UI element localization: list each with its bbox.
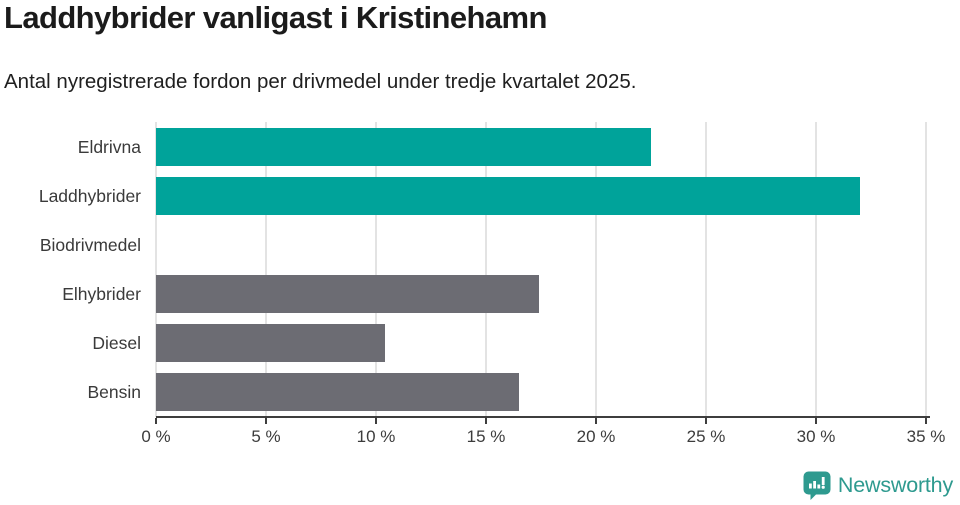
bar-row (156, 270, 926, 319)
bar (156, 275, 539, 313)
category-label: Biodrivmedel (39, 235, 141, 255)
plot-area (155, 122, 927, 417)
axis-tick-label: 15 % (466, 427, 506, 446)
gridline (815, 122, 817, 417)
axis-tick-label: 10 % (356, 427, 396, 446)
gridline (925, 122, 927, 417)
axis-tick (265, 418, 267, 424)
bar-row (156, 123, 926, 172)
newsworthy-icon (803, 471, 831, 500)
axis-tick-label: 25 % (686, 427, 726, 446)
axis-tick (485, 418, 487, 424)
axis-tick-label: 5 % (251, 427, 281, 446)
axis-tick (925, 418, 927, 424)
bar-row (156, 221, 926, 270)
bar-row (156, 172, 926, 221)
axis-tick (155, 418, 157, 424)
newsworthy-wordmark: Newsworthy (837, 473, 953, 497)
newsworthy-logo[interactable]: Newsworthy (803, 471, 953, 500)
chart-title: Laddhybrider vanligast i Kristinehamn (4, 0, 547, 35)
chart-subtitle: Antal nyregistrerade fordon per drivmede… (4, 70, 637, 93)
axis-tick-label: 30 % (796, 427, 836, 446)
x-axis: 0 % 5 % 10 % 15 % 20 % 25 % 30 % 35 % (141, 416, 945, 458)
axis-tick-label: 0 % (141, 427, 171, 446)
axis-tick-label: 35 % (906, 427, 946, 446)
axis-tick (375, 418, 377, 424)
axis-tick-label: 20 % (576, 427, 616, 446)
gridline (375, 122, 377, 417)
category-axis: Eldrivna Laddhybrider Biodrivmedel Elhybrid… (0, 123, 141, 417)
bar (156, 373, 519, 411)
gridline (705, 122, 707, 417)
category-label: Laddhybrider (38, 186, 141, 206)
gridline (265, 122, 267, 417)
x-axis-line (156, 416, 930, 418)
axis-tick (595, 418, 597, 424)
category-label: Eldrivna (77, 137, 141, 157)
category-label: Elhybrider (62, 284, 141, 304)
axis-tick (815, 418, 817, 424)
category-label: Bensin (87, 382, 141, 402)
bar (156, 324, 385, 362)
gridline (155, 122, 157, 417)
bar (156, 128, 651, 166)
bar-row (156, 368, 926, 417)
bar (156, 177, 860, 215)
axis-tick (705, 418, 707, 424)
gridline (485, 122, 487, 417)
category-label: Diesel (92, 333, 141, 353)
bar-row (156, 319, 926, 368)
gridline (595, 122, 597, 417)
